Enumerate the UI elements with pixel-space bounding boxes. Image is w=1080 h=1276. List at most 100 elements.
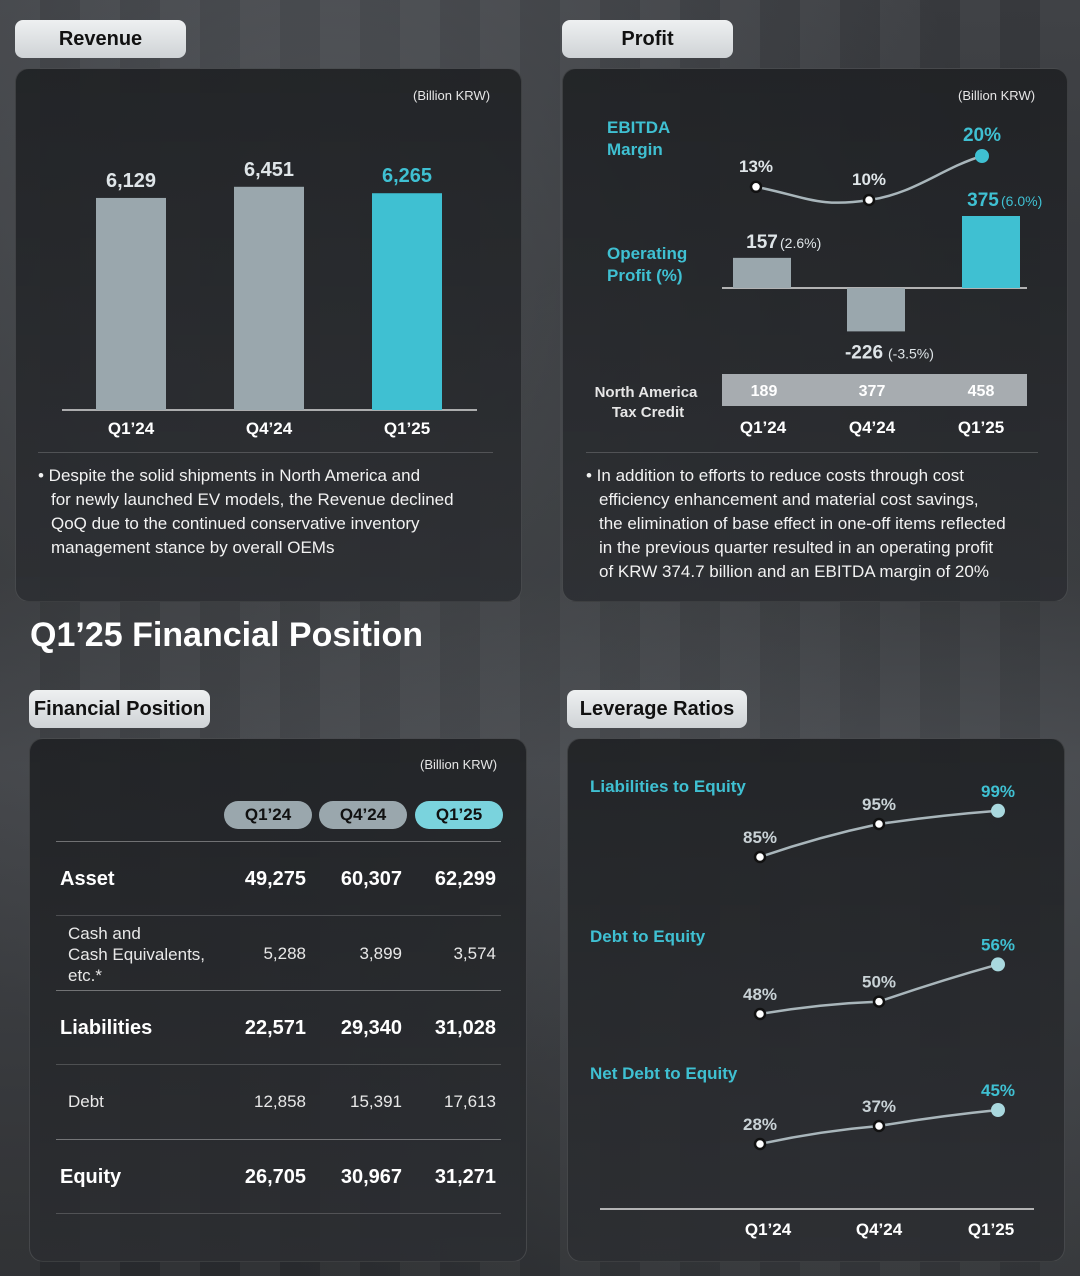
fp-row-divider — [56, 990, 501, 991]
op-bar — [847, 288, 905, 332]
revenue-chart: 6,129 Q1’24 6,451 Q4’24 6,265 Q1’25 — [62, 159, 477, 438]
leverage-series-name: Debt to Equity — [590, 927, 706, 946]
profit-chart: EBITDA Margin Operating Profit (%) North Ame… — [595, 118, 1043, 437]
leverage-pill: Leverage Ratios — [567, 690, 747, 728]
revenue-bar — [96, 197, 166, 410]
ebitda-value-label: 13% — [739, 157, 773, 176]
fp-row-label-line: etc.* — [68, 966, 103, 985]
leverage-panel — [567, 738, 1065, 1262]
fp-cell: 30,967 — [340, 1166, 402, 1188]
revenue-bar-value-label: 6,265 — [382, 165, 432, 187]
tax-credit-value: 189 — [751, 383, 778, 400]
leverage-value-label: 28% — [743, 1115, 777, 1134]
fp-cell: 17,613 — [444, 1092, 496, 1111]
ebitda-point — [975, 149, 989, 163]
leverage-point — [753, 850, 767, 864]
profit-x-tick-label: Q4’24 — [849, 418, 896, 437]
fp-cell: 15,391 — [350, 1092, 402, 1111]
revenue-pill-label: Revenue — [58, 27, 143, 50]
leverage-value-label: 95% — [862, 795, 896, 814]
revenue-divider — [38, 452, 493, 453]
profit-divider — [586, 452, 1038, 453]
profit-bullet-line: of KRW 374.7 billion and an EBITDA margi… — [599, 562, 989, 581]
leverage-value-label: 99% — [981, 782, 1015, 801]
leverage-pill-label: Leverage Ratios — [579, 697, 735, 720]
leverage-value-label: 45% — [981, 1081, 1015, 1100]
fp-row-divider — [56, 1064, 501, 1065]
fp-cell: 22,571 — [244, 1017, 306, 1039]
revenue-bar-value-label: 6,129 — [106, 170, 156, 192]
leverage-line — [759, 809, 999, 859]
tax-credit-value: 458 — [968, 383, 995, 400]
fp-header-q4-24: Q4’24 — [319, 801, 407, 829]
revenue-bullet-line: management stance by overall OEMs — [51, 538, 335, 557]
leverage-value-label: 85% — [743, 828, 777, 847]
fp-header-q1-24: Q1’24 — [224, 801, 312, 829]
fp-row-divider — [56, 915, 501, 916]
revenue-unit: (Billion KRW) — [413, 88, 491, 103]
profit-bullet-line: the elimination of base effect in one-of… — [599, 514, 1006, 533]
fp-row-label-line: Cash Equivalents, — [68, 945, 206, 964]
fp-row-divider — [56, 1213, 501, 1214]
profit-bullet-line: efficiency enhancement and material cost… — [599, 490, 979, 509]
op-pct-label: (6.0%) — [1001, 193, 1042, 209]
financial-position-unit: (Billion KRW) — [420, 757, 498, 772]
fp-cell: 31,028 — [434, 1017, 496, 1039]
profit-bullet-line: in the previous quarter resulted in an o… — [599, 538, 994, 557]
fp-cell: 3,574 — [453, 944, 496, 963]
ebitda-label: EBITDA — [607, 118, 670, 137]
op-pct-label: (2.6%) — [780, 235, 821, 251]
leverage-value-label: 48% — [743, 985, 777, 1004]
fp-cell: 12,858 — [254, 1092, 306, 1111]
revenue-x-tick-label: Q1’24 — [108, 419, 155, 438]
tax-credit-band — [722, 374, 1027, 406]
leverage-value-label: 50% — [862, 973, 896, 992]
leverage-value-label: 37% — [862, 1097, 896, 1116]
revenue-bullet-line: for newly launched EV models, the Revenu… — [51, 490, 454, 509]
fp-header-label: Q4’24 — [339, 805, 387, 824]
op-bar — [962, 216, 1020, 288]
leverage-x-tick-label: Q1’25 — [968, 1220, 1014, 1239]
ebitda-value-label: 10% — [852, 170, 886, 189]
revenue-bar-value-label: 6,451 — [244, 159, 294, 181]
fp-row-label: Debt — [68, 1092, 104, 1111]
op-bar — [733, 257, 791, 288]
section-title: Q1’25 Financial Position — [30, 616, 423, 654]
revenue-bullet: • Despite the solid shipments in North A… — [38, 464, 508, 560]
leverage-point — [872, 995, 886, 1008]
leverage-point — [991, 1103, 1005, 1117]
fp-row-label: Asset — [60, 868, 115, 890]
op-pct-label: (-3.5%) — [888, 345, 934, 361]
profit-unit: (Billion KRW) — [958, 88, 1036, 103]
fp-cell: 31,271 — [434, 1166, 496, 1188]
financial-position-pill: Financial Position — [29, 690, 210, 728]
profit-pill-label: Profit — [621, 27, 674, 50]
leverage-series-name: Liabilities to Equity — [590, 777, 746, 796]
op-value-label: 375 — [967, 190, 999, 211]
profit-x-tick-label: Q1’24 — [740, 418, 787, 437]
revenue-pill: Revenue — [15, 20, 186, 58]
fp-cell: 62,299 — [434, 868, 496, 890]
fp-row-label: Equity — [60, 1166, 122, 1188]
tax-credit-label: North America — [595, 384, 698, 401]
leverage-point — [753, 1137, 767, 1151]
fp-cell: 26,705 — [244, 1166, 306, 1188]
revenue-x-tick-label: Q4’24 — [246, 419, 293, 438]
profit-bullet: • In addition to efforts to reduce costs… — [586, 464, 1056, 584]
op-value-label: 157 — [746, 232, 778, 253]
leverage-point — [991, 957, 1005, 972]
profit-bullet-line: • In addition to efforts to reduce costs… — [586, 466, 964, 485]
leverage-point — [872, 1119, 886, 1133]
ebitda-point — [862, 193, 876, 207]
leverage-series-name: Net Debt to Equity — [590, 1064, 738, 1083]
fp-cell: 5,288 — [263, 944, 306, 963]
fp-cell: 3,899 — [359, 944, 402, 963]
ebitda-label: Margin — [607, 140, 663, 159]
leverage-point — [991, 803, 1005, 818]
operating-profit-label: Operating — [607, 244, 687, 263]
revenue-bar — [372, 193, 442, 410]
leverage-x-tick-label: Q4’24 — [856, 1220, 903, 1239]
tax-credit-label: Tax Credit — [612, 404, 684, 421]
fp-row-label: Liabilities — [60, 1017, 153, 1039]
fp-header-label: Q1’25 — [435, 805, 483, 824]
